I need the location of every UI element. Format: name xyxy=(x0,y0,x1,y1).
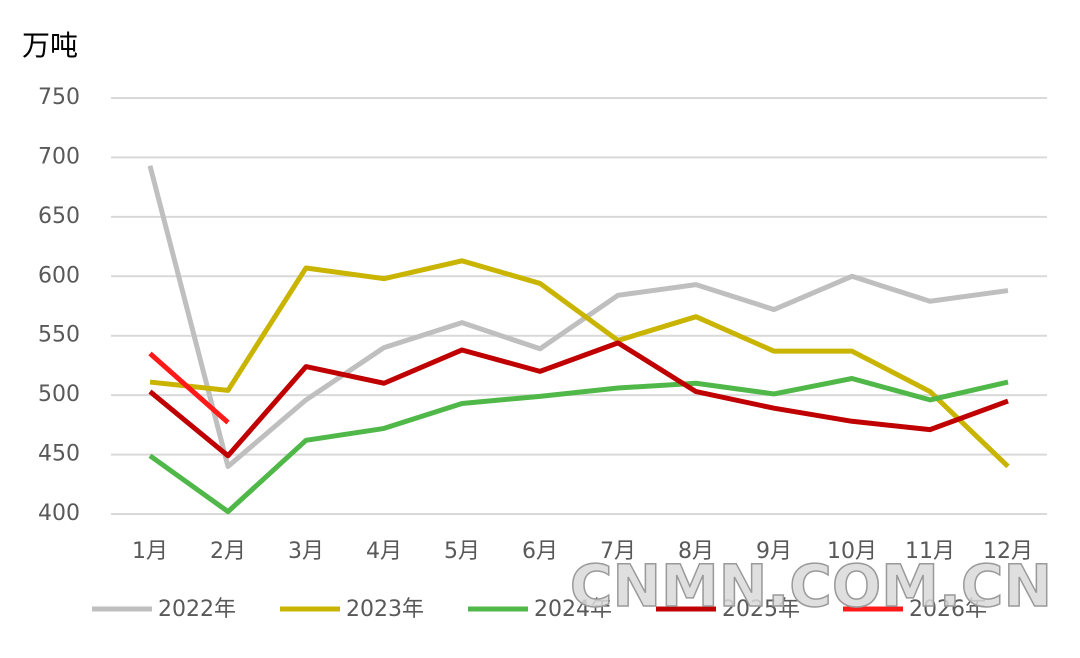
legend-label: 2022年 xyxy=(158,597,236,622)
x-tick-label: 9月 xyxy=(756,539,792,564)
legend-item: 2024年 xyxy=(468,597,612,622)
x-tick-label: 12月 xyxy=(983,539,1033,564)
series-line xyxy=(149,258,1010,469)
x-tick-label: 7月 xyxy=(600,539,636,564)
y-tick-label: 400 xyxy=(38,501,80,526)
x-tick-label: 5月 xyxy=(444,539,480,564)
x-tick-label: 4月 xyxy=(366,539,402,564)
y-tick-label: 700 xyxy=(38,144,80,169)
x-tick-label: 3月 xyxy=(288,539,324,564)
x-tick-label: 10月 xyxy=(827,539,877,564)
legend-label: 2025年 xyxy=(722,597,800,622)
legend-label: 2024年 xyxy=(534,597,612,622)
y-tick-label: 750 xyxy=(38,85,80,110)
watermark: CNMN.COM.CN xyxy=(570,552,1052,620)
x-tick-label: 8月 xyxy=(678,539,714,564)
x-tick-label: 6月 xyxy=(522,539,558,564)
legend-item: 2022年 xyxy=(92,597,236,622)
series-line xyxy=(147,165,1009,469)
y-axis-label: 万吨 xyxy=(22,29,78,62)
y-tick-label: 500 xyxy=(38,382,80,407)
y-tick-label: 600 xyxy=(38,263,80,288)
legend-item: 2026年 xyxy=(843,597,987,622)
series-line xyxy=(148,340,1009,459)
legend-item: 2023年 xyxy=(280,597,424,622)
y-tick-label: 650 xyxy=(38,204,80,229)
legend-label: 2023年 xyxy=(346,597,424,622)
y-tick-label: 550 xyxy=(38,323,80,348)
series-line xyxy=(148,351,230,425)
legend-item: 2025年 xyxy=(656,597,800,622)
x-tick-label: 11月 xyxy=(905,539,955,564)
y-tick-label: 450 xyxy=(38,442,80,467)
x-tick-label: 1月 xyxy=(132,539,168,564)
x-tick-label: 2月 xyxy=(210,539,246,564)
series-line xyxy=(148,376,1009,515)
legend-label: 2026年 xyxy=(909,597,987,622)
